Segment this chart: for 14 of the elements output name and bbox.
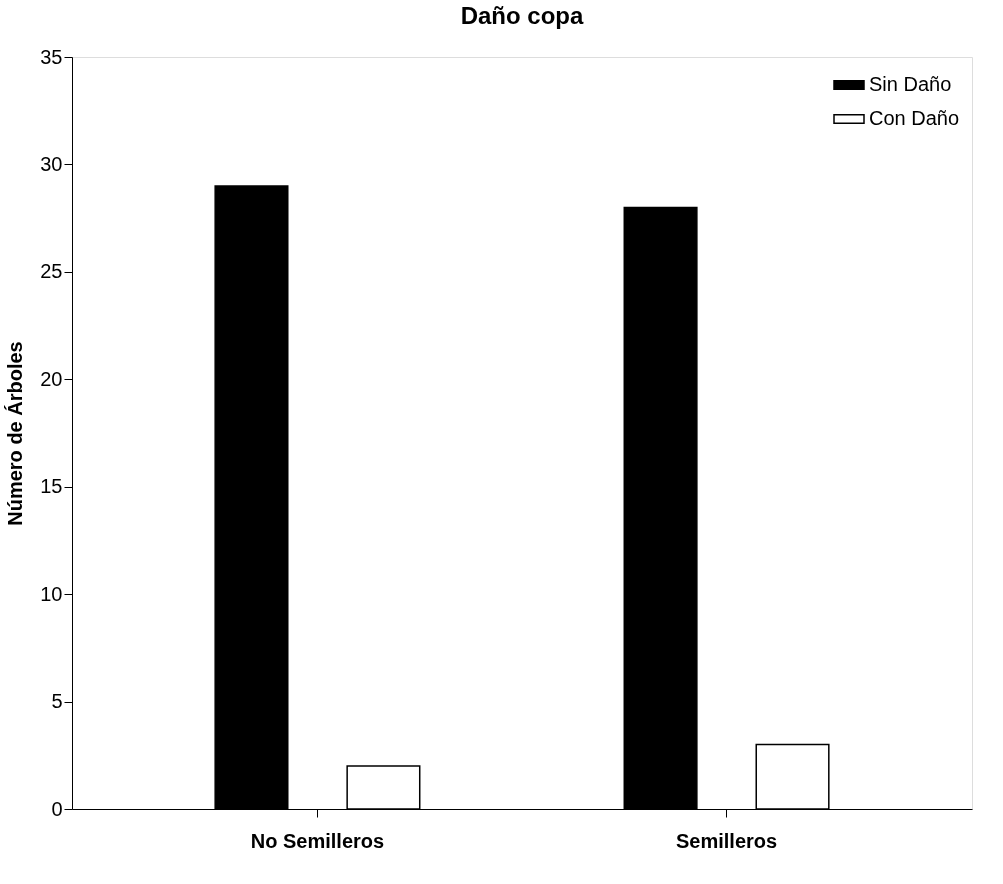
y-tick-label: 20 bbox=[40, 367, 63, 390]
y-tick-label: 5 bbox=[51, 690, 63, 713]
y-tick-label: 0 bbox=[51, 797, 63, 820]
y-tick-label: 25 bbox=[40, 260, 63, 283]
y-tick-label: 10 bbox=[40, 582, 63, 605]
y-tick-label: 30 bbox=[40, 152, 63, 175]
x-tick-label: Semilleros bbox=[675, 829, 778, 852]
chart-title: Daño copa bbox=[460, 2, 584, 29]
x-tick-label: No Semilleros bbox=[250, 829, 385, 852]
y-tick-label: 15 bbox=[40, 475, 63, 498]
legend-label: Sin Daño bbox=[869, 73, 952, 95]
legend-label: Con Daño bbox=[869, 107, 960, 129]
y-tick-label: 35 bbox=[40, 45, 63, 68]
y-axis-title: Número de Árboles bbox=[4, 341, 27, 526]
